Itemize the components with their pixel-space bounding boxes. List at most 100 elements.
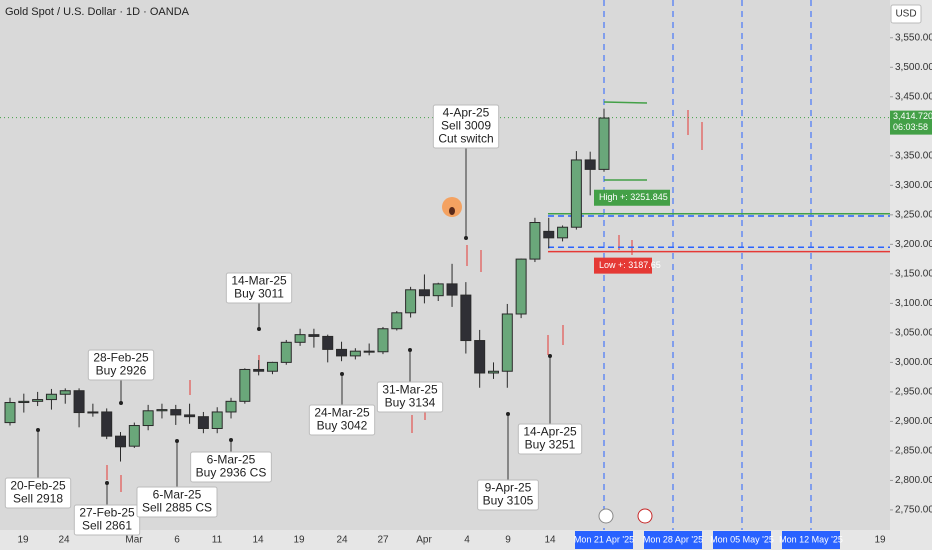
mouth — [449, 207, 455, 215]
currency-box[interactable] — [890, 4, 922, 24]
annotation-text: Buy 3042 — [317, 419, 368, 433]
candle-body — [253, 368, 265, 372]
date-highlight — [575, 531, 633, 549]
annotation-text: 6-Mar-25 — [207, 453, 256, 467]
annotation-text: 27-Feb-25 — [79, 506, 135, 520]
x-tick-label: 9 — [505, 535, 511, 546]
candle-body — [211, 411, 223, 429]
x-tick-label: 24 — [58, 535, 70, 546]
annotation-text: Cut switch — [438, 132, 493, 146]
y-tick-label: 3,250.00 — [895, 209, 932, 220]
annotation-anchor — [119, 401, 123, 405]
annotation-anchor — [36, 428, 40, 432]
annotation-text: Sell 2885 CS — [142, 501, 212, 515]
candle-body — [4, 402, 16, 424]
x-tick-label: 14 — [252, 535, 264, 546]
candle-body — [225, 400, 237, 413]
candle-body — [73, 390, 85, 414]
annotation-text: 4-Apr-25 — [443, 106, 490, 120]
date-highlight — [644, 531, 702, 549]
annotation-anchor — [229, 438, 233, 442]
annotation-anchor — [464, 236, 468, 240]
annotation-box — [73, 504, 141, 536]
annotation-text: Sell 2861 — [82, 519, 132, 533]
countdown: 06:03:58 — [893, 122, 928, 132]
annotation-box — [432, 104, 500, 149]
annotation-box — [376, 381, 444, 413]
y-tick-label: 2,900.00 — [895, 416, 932, 427]
event-icon[interactable] — [637, 508, 653, 524]
y-tick-label: 3,550.00 — [895, 32, 932, 43]
y-tick-label: 2,800.00 — [895, 475, 932, 486]
x-tick-label: 4 — [464, 535, 470, 546]
annotation-text: Buy 3011 — [234, 287, 284, 301]
candle-body — [363, 350, 375, 353]
candle-body — [128, 425, 140, 447]
candle-body — [239, 368, 251, 402]
annotation-text: Sell 2918 — [13, 492, 63, 506]
x-tick-label: 24 — [336, 535, 348, 546]
candle-body — [308, 334, 320, 337]
annotation-text: Sell 3009 — [441, 119, 491, 133]
x-tick-label: Mon 21 Apr '25 — [574, 534, 634, 544]
annotation-anchor — [408, 348, 412, 352]
annotation-box — [87, 349, 155, 381]
date-highlight — [782, 531, 840, 549]
y-tick-label: 2,950.00 — [895, 387, 932, 398]
annotation-text: 9-Apr-25 — [485, 481, 532, 495]
x-tick-label: 6 — [174, 535, 180, 546]
level-label-box — [594, 257, 652, 274]
annotation-box — [517, 423, 583, 455]
annotation-box — [225, 272, 293, 304]
price-axis — [890, 0, 932, 550]
event-icon[interactable] — [598, 508, 614, 524]
candle-body — [170, 409, 182, 416]
current-price-box — [890, 110, 932, 135]
annotation-box — [477, 479, 539, 511]
y-tick-label: 2,750.00 — [895, 505, 932, 516]
x-tick-label: Mar — [125, 535, 143, 546]
candle-body — [584, 159, 596, 170]
chart-title: Gold Spot / U.S. Dollar · 1D · OANDA — [5, 6, 190, 18]
annotation-anchor — [548, 354, 552, 358]
annotation-anchor — [257, 327, 261, 331]
x-tick-label: Mon 05 May '25 — [710, 534, 774, 544]
candle-body — [570, 159, 582, 228]
candle-body — [115, 435, 127, 448]
annotation-text: 24-Mar-25 — [314, 406, 370, 420]
candle-body — [474, 340, 486, 374]
y-tick-label: 3,500.00 — [895, 62, 932, 73]
candle-body — [515, 258, 527, 315]
x-tick-label: 19 — [17, 535, 29, 546]
annotation-text: Buy 3105 — [483, 494, 534, 508]
annotation-box — [308, 404, 376, 436]
target-marks — [603, 101, 648, 181]
y-tick-label: 2,850.00 — [895, 446, 932, 457]
candle-body — [322, 335, 334, 350]
candle-body — [336, 348, 348, 357]
annotation-anchor — [340, 372, 344, 376]
x-tick-label: 27 — [377, 535, 389, 546]
annotation-text: Buy 2926 — [96, 364, 147, 378]
annotation-text: Buy 2936 CS — [196, 466, 267, 480]
x-tick-label: 11 — [212, 535, 223, 546]
x-tick-label: 14 — [544, 535, 556, 546]
candle-body — [557, 226, 569, 239]
annotation-text: Buy 3134 — [385, 396, 436, 410]
x-tick-label: 19 — [293, 535, 305, 546]
candle-body — [294, 334, 306, 343]
y-tick-label: 3,300.00 — [895, 180, 932, 191]
candle-body — [418, 289, 430, 297]
annotation-box — [136, 486, 218, 518]
candle-body — [266, 361, 278, 372]
target — [603, 101, 648, 104]
